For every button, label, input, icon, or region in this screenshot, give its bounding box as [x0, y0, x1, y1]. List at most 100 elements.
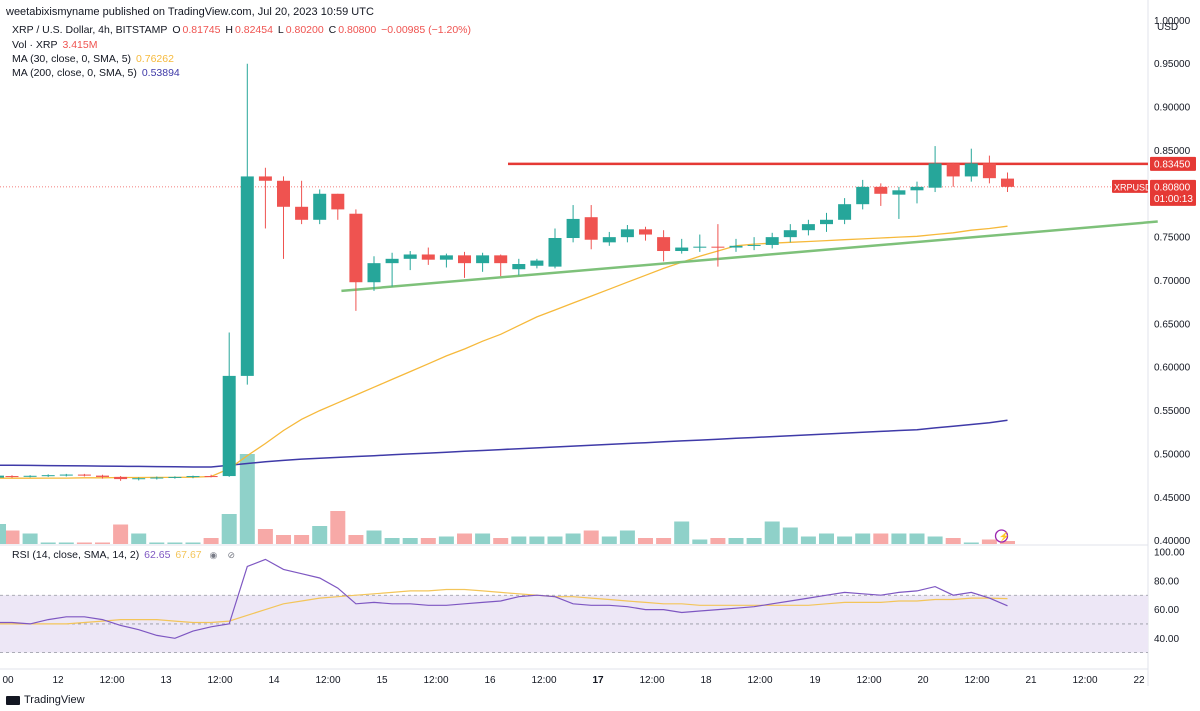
rsi-tick-label: 60.00 [1154, 605, 1179, 616]
candle-body [548, 238, 562, 267]
settings-icon[interactable]: ⊘ [227, 550, 236, 561]
legend-ma30-row: MA (30, close, 0, SMA, 5) 0.76262 [12, 53, 176, 65]
volume-bar [402, 538, 418, 544]
legend-o-label: O [172, 24, 181, 36]
lightning-icon-glyph: ⚡ [999, 531, 1010, 543]
volume-bar [276, 535, 291, 544]
rsi-line [0, 558, 1008, 639]
volume-bar [873, 533, 889, 544]
time-tick-label: 12:00 [531, 675, 556, 686]
volume-bar [819, 533, 834, 544]
candle-body [240, 176, 254, 376]
price-tick-label: 0.45000 [1154, 493, 1191, 504]
ma30-line [0, 225, 1008, 479]
resistance-price-label: 0.83450 [1154, 159, 1191, 170]
candle-body [96, 475, 109, 477]
last-price-label: 0.80800 [1154, 182, 1191, 193]
last-price-label-bg [1150, 179, 1196, 206]
candle-body [277, 180, 290, 207]
legend-o-value: 0.81745 [182, 24, 221, 36]
candle-body [295, 206, 309, 220]
legend-l-value: 0.80200 [285, 24, 324, 36]
candle-body [1001, 178, 1014, 187]
volume-bar [366, 530, 382, 544]
volume-bar [746, 538, 762, 544]
tradingview-logo[interactable]: TradingView [6, 694, 85, 706]
volume-bar [438, 536, 454, 544]
volume-bar [257, 529, 273, 544]
volume-bar [945, 538, 961, 544]
candle-body [584, 217, 598, 240]
candle-body [602, 237, 616, 243]
legend-ma200-label: MA (200, close, 0, SMA, 5) [12, 67, 137, 79]
tradingview-logo-text: TradingView [24, 694, 85, 706]
candle-body [856, 186, 870, 205]
candle-body [801, 224, 815, 231]
time-tick-label: 12:00 [1072, 675, 1097, 686]
volume-bar [547, 536, 563, 544]
volume-bar [619, 530, 635, 544]
legend-ma200-row: MA (200, close, 0, SMA, 5) 0.53894 [12, 67, 182, 79]
candle-body [222, 375, 236, 477]
volume-bar [203, 538, 219, 544]
volume-bar [420, 538, 436, 544]
volume-bar [312, 526, 328, 544]
volume-bar [963, 542, 979, 544]
candle-body [729, 245, 743, 248]
rsi-tick-label: 80.00 [1154, 576, 1179, 587]
candle-body [765, 237, 779, 245]
eye-icon[interactable]: ◉ [209, 550, 218, 561]
candle-body [0, 475, 4, 478]
candle-body [946, 163, 960, 177]
time-tick-label: 12:00 [315, 675, 340, 686]
legend-h-label: H [225, 24, 233, 36]
legend-symbol: XRP / U.S. Dollar, 4h, BITSTAMP [12, 24, 168, 36]
candle-body [783, 230, 797, 238]
candle-body [675, 247, 689, 252]
candle-body [168, 476, 182, 478]
time-tick-label: 12:00 [747, 675, 772, 686]
price-tick-label: 0.55000 [1154, 406, 1191, 417]
price-tick-label: 0.70000 [1154, 276, 1191, 287]
symbol-tag-label: XRPUSD [1114, 182, 1152, 192]
price-tick-label: 0.75000 [1154, 233, 1191, 244]
candle-body [421, 254, 435, 260]
time-tick-label: 16 [484, 675, 496, 686]
volume-bar [330, 511, 346, 544]
candle-body [5, 476, 19, 478]
time-tick-label: 22 [1133, 675, 1145, 686]
candle-body [476, 255, 490, 264]
candle-body [964, 163, 978, 177]
candle-body [820, 219, 833, 225]
candle-body [204, 476, 218, 478]
time-tick-label: 21 [1025, 675, 1037, 686]
lightning-icon [994, 529, 1009, 543]
trendline [341, 220, 1158, 293]
candle-body [403, 254, 417, 259]
candle-body [258, 176, 272, 181]
volume-bar [40, 542, 56, 544]
price-tick-label: 0.85000 [1154, 146, 1191, 157]
time-tick-label: 19 [809, 675, 821, 686]
volume-bar [981, 539, 997, 544]
candle-body [693, 246, 707, 248]
candle-body [331, 193, 345, 210]
volume-bar [113, 524, 129, 544]
price-tick-label: 0.95000 [1154, 59, 1191, 70]
time-tick-label: 15 [376, 675, 388, 686]
legend-rsi-ma-value: 67.67 [175, 549, 202, 561]
legend-c-label: C [328, 24, 337, 36]
volume-bar [891, 533, 907, 544]
volume-bar [837, 536, 853, 544]
volume-bar [58, 542, 74, 544]
volume-bar [656, 538, 672, 544]
volume-bar [728, 538, 744, 544]
candle-body [982, 163, 996, 179]
volume-bar [167, 542, 183, 544]
legend-vol-value: 3.415M [62, 39, 98, 51]
legend-rsi-label: RSI (14, close, SMA, 14, 2) [12, 549, 140, 561]
tradingview-mark-icon [6, 695, 20, 705]
volume-bar [4, 530, 20, 544]
